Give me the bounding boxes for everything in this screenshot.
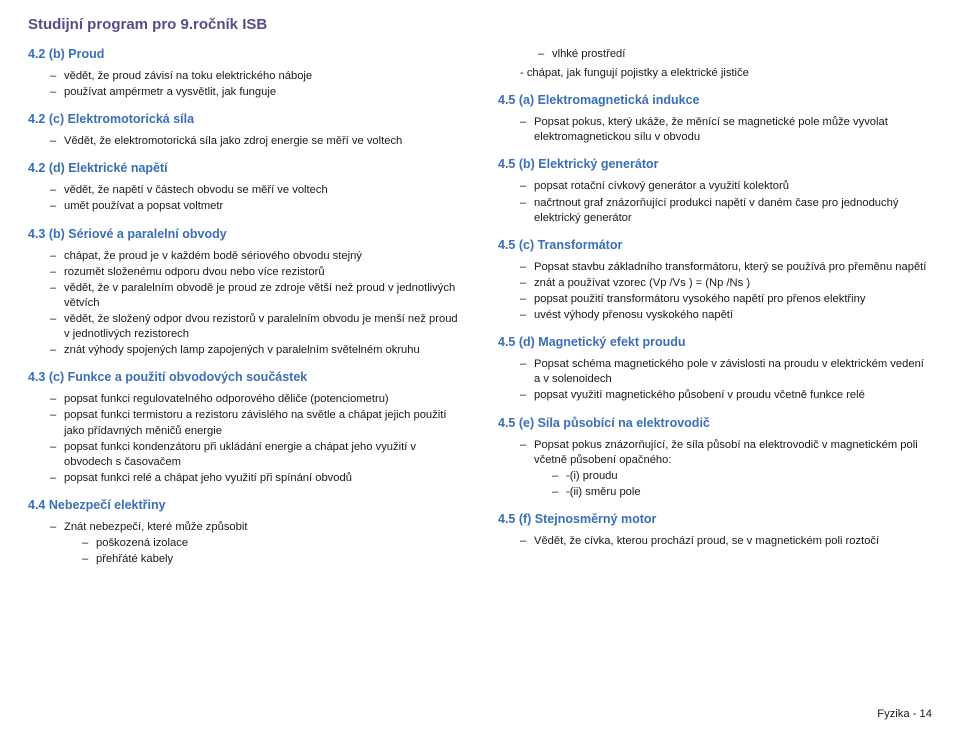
list-item: vědět, že proud závisí na toku elektrick… bbox=[50, 69, 462, 84]
list-item: popsat funkci relé a chápat jeho využití… bbox=[50, 471, 462, 486]
heading-4-5-c: 4.5 (c) Transformátor bbox=[498, 238, 932, 252]
list-item: znát a používat vzorec (Vp /Vs ) = (Np /… bbox=[520, 276, 932, 291]
sublist-4-5-e: -(i) proudu -(ii) směru pole bbox=[534, 469, 932, 500]
list-item: popsat funkci kondenzátoru při ukládání … bbox=[50, 440, 462, 470]
list-item: vědět, že v paralelním obvodě je proud z… bbox=[50, 281, 462, 311]
list-item: rozumět složenému odporu dvou nebo více … bbox=[50, 265, 462, 280]
list-item: popsat funkci regulovatelného odporového… bbox=[50, 392, 462, 407]
sublist-4-4: poškozená izolace přehřáté kabely bbox=[64, 536, 462, 567]
right-column: vlhké prostředí - chápat, jak fungují po… bbox=[498, 47, 932, 571]
list-item: Popsat pokus znázorňující, že síla působ… bbox=[520, 438, 932, 500]
heading-4-5-e: 4.5 (e) Síla působící na elektrovodič bbox=[498, 416, 932, 430]
list-item: uvést výhody přenosu vyskokého napětí bbox=[520, 308, 932, 323]
list-item: popsat funkci termistoru a rezistoru záv… bbox=[50, 408, 462, 438]
list-item: vlhké prostředí bbox=[538, 47, 932, 62]
list-4-3-b: chápat, že proud je v každém bodě sériov… bbox=[28, 249, 462, 359]
list-4-5-e: Popsat pokus znázorňující, že síla působ… bbox=[498, 438, 932, 500]
list-item: umět používat a popsat voltmetr bbox=[50, 199, 462, 214]
heading-4-2-d: 4.2 (d) Elektrické napětí bbox=[28, 161, 462, 175]
content-columns: 4.2 (b) Proud vědět, že proud závisí na … bbox=[28, 47, 932, 571]
list-4-5-a: Popsat pokus, který ukáže, že měnící se … bbox=[498, 115, 932, 145]
list-item: Popsat schéma magnetického pole v závisl… bbox=[520, 357, 932, 387]
list-item: znát výhody spojených lamp zapojených v … bbox=[50, 343, 462, 358]
heading-4-3-b: 4.3 (b) Sériové a paralelní obvody bbox=[28, 227, 462, 241]
list-item: Znát nebezpečí, které může způsobit pošk… bbox=[50, 520, 462, 567]
list-item: poškozená izolace bbox=[82, 536, 462, 551]
list-item: popsat rotační cívkový generátor a využi… bbox=[520, 179, 932, 194]
list-item: chápat, že proud je v každém bodě sériov… bbox=[50, 249, 462, 264]
list-item: Vědět, že cívka, kterou prochází proud, … bbox=[520, 534, 932, 549]
list-4-5-f: Vědět, že cívka, kterou prochází proud, … bbox=[498, 534, 932, 549]
list-item: načrtnout graf znázorňující produkci nap… bbox=[520, 196, 932, 226]
heading-4-2-b: 4.2 (b) Proud bbox=[28, 47, 462, 61]
heading-4-4: 4.4 Nebezpečí elektřiny bbox=[28, 498, 462, 512]
list-item: vědět, že složený odpor dvou rezistorů v… bbox=[50, 312, 462, 342]
list-4-5-c: Popsat stavbu základního transformátoru,… bbox=[498, 260, 932, 323]
heading-4-5-a: 4.5 (a) Elektromagnetická indukce bbox=[498, 93, 932, 107]
heading-4-5-d: 4.5 (d) Magnetický efekt proudu bbox=[498, 335, 932, 349]
list-item: popsat použití transformátoru vysokého n… bbox=[520, 292, 932, 307]
list-item: přehřáté kabely bbox=[82, 552, 462, 567]
list-4-3-c: popsat funkci regulovatelného odporového… bbox=[28, 392, 462, 486]
list-item: vědět, že napětí v částech obvodu se měř… bbox=[50, 183, 462, 198]
page-footer: Fyzika - 14 bbox=[877, 708, 932, 720]
list-4-4: Znát nebezpečí, které může způsobit pošk… bbox=[28, 520, 462, 567]
list-4-5-b: popsat rotační cívkový generátor a využi… bbox=[498, 179, 932, 225]
list-item: Popsat pokus, který ukáže, že měnící se … bbox=[520, 115, 932, 145]
list-lead: vlhké prostředí bbox=[498, 47, 932, 62]
list-item: používat ampérmetr a vysvětlit, jak fung… bbox=[50, 85, 462, 100]
heading-4-5-f: 4.5 (f) Stejnosměrný motor bbox=[498, 512, 932, 526]
item-text: Popsat pokus znázorňující, že síla působ… bbox=[534, 439, 918, 466]
heading-4-5-b: 4.5 (b) Elektrický generátor bbox=[498, 157, 932, 171]
page-title: Studijní program pro 9.ročník ISB bbox=[28, 16, 932, 33]
list-item: Vědět, že elektromotorická síla jako zdr… bbox=[50, 134, 462, 149]
list-item: -(ii) směru pole bbox=[552, 485, 932, 500]
list-4-2-c: Vědět, že elektromotorická síla jako zdr… bbox=[28, 134, 462, 149]
heading-4-2-c: 4.2 (c) Elektromotorická síla bbox=[28, 112, 462, 126]
list-4-2-d: vědět, že napětí v částech obvodu se měř… bbox=[28, 183, 462, 214]
plain-line: - chápat, jak fungují pojistky a elektri… bbox=[498, 66, 932, 81]
list-4-2-b: vědět, že proud závisí na toku elektrick… bbox=[28, 69, 462, 100]
list-4-5-d: Popsat schéma magnetického pole v závisl… bbox=[498, 357, 932, 403]
heading-4-3-c: 4.3 (c) Funkce a použití obvodových souč… bbox=[28, 370, 462, 384]
list-item: popsat využití magnetického působení v p… bbox=[520, 388, 932, 403]
item-text: Znát nebezpečí, které může způsobit bbox=[64, 521, 247, 533]
left-column: 4.2 (b) Proud vědět, že proud závisí na … bbox=[28, 47, 462, 571]
list-item: Popsat stavbu základního transformátoru,… bbox=[520, 260, 932, 275]
list-item: -(i) proudu bbox=[552, 469, 932, 484]
